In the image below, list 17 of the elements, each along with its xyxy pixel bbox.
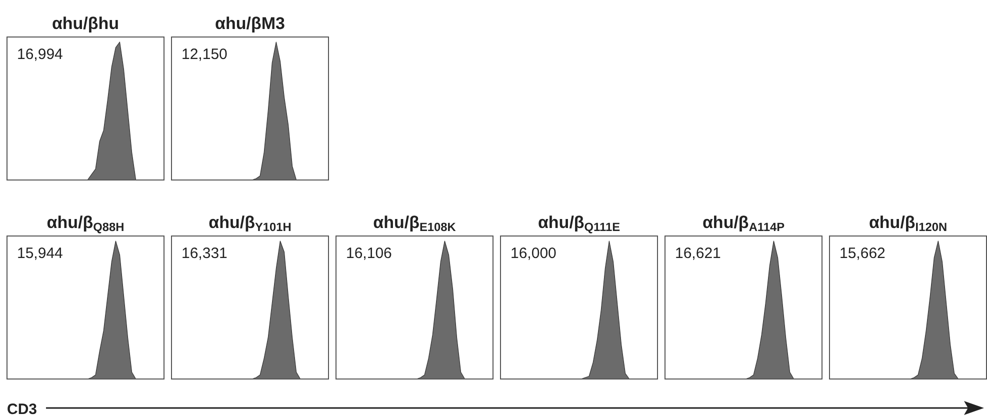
x-axis-title: CD3 [7, 401, 38, 418]
annotation: 15,944 [17, 245, 63, 262]
annotation: 16,000 [510, 245, 556, 262]
chart-title: αhu/β$_{Y101H}$ [208, 213, 292, 234]
annotation: 16,106 [346, 245, 392, 262]
chart-title: αhu/β$_{Q88H}$ [46, 213, 124, 234]
annotation: 15,662 [840, 245, 886, 262]
chart-title: αhu/β$_{Q111E}$ [538, 213, 620, 234]
chart-title: αhu/βhu [52, 14, 120, 33]
chart-title: αhu/β$_{A114P}$ [702, 213, 785, 234]
chart-title: αhu/βM3 [215, 14, 285, 33]
chart-title: αhu/β$_{I120N}$ [868, 213, 948, 234]
chart-title: αhu/β$_{E108K}$ [373, 213, 456, 234]
annotation: 16,331 [182, 245, 228, 262]
annotation: 12,150 [182, 46, 228, 63]
annotation: 16,994 [17, 46, 63, 63]
annotation: 16,621 [675, 245, 721, 262]
